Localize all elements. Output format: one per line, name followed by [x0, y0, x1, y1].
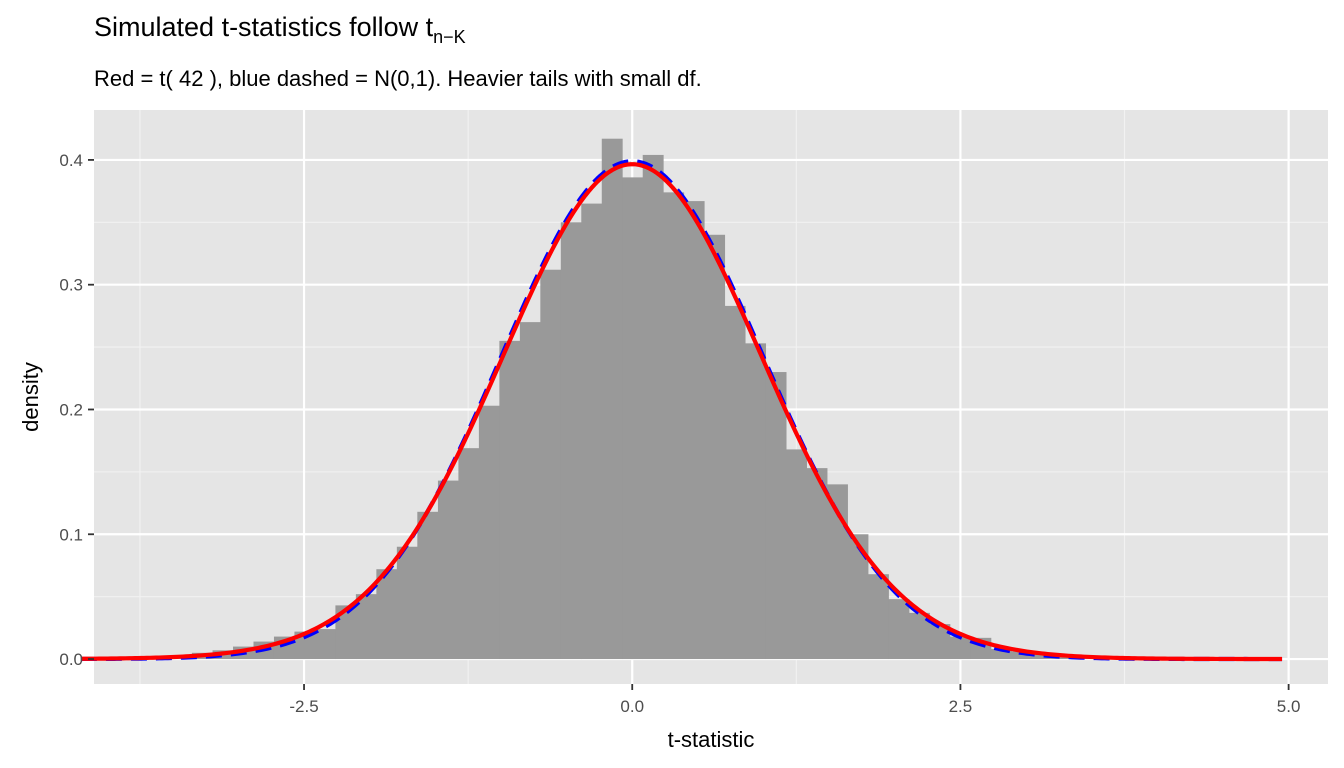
histogram-bar [949, 636, 971, 660]
histogram-bar [827, 484, 848, 660]
histogram-bar [908, 612, 930, 660]
x-tick-label: 0.0 [620, 697, 644, 716]
x-axis-title: t-statistic [668, 727, 755, 752]
histogram-bar [745, 343, 767, 660]
histogram-bar [888, 599, 910, 660]
histogram-bar [724, 305, 746, 660]
histogram-bar [519, 322, 541, 660]
chart-title: Simulated t-statistics follow tn−K [94, 12, 466, 48]
histogram-bar [663, 192, 685, 660]
histogram-bar [601, 138, 623, 660]
histogram-bar [867, 574, 889, 660]
histogram-bar [417, 511, 439, 660]
histogram-bar [683, 201, 705, 660]
y-tick-label: 0.0 [59, 650, 83, 669]
chart-title-subscript: n−K [433, 27, 466, 47]
histogram-bar [560, 222, 582, 660]
histogram-bar [499, 340, 521, 660]
t-density-curve [80, 162, 1283, 662]
histogram-bars [110, 138, 1279, 660]
x-tick-label: -2.5 [289, 697, 318, 716]
histogram-bar [847, 534, 869, 660]
histogram-bar [396, 546, 418, 660]
histogram-bar [376, 569, 398, 660]
histogram-bar [806, 468, 828, 660]
chart-title-text: Simulated t-statistics follow t [94, 12, 434, 42]
y-tick-label: 0.4 [59, 151, 83, 170]
x-axis: -2.5 0.0 2.5 5.0 [289, 684, 1300, 716]
y-tick-label: 0.1 [59, 525, 83, 544]
histogram-bar [437, 480, 459, 660]
histogram-bar [704, 234, 726, 660]
histogram-bar [335, 605, 357, 660]
histogram-bar [540, 269, 562, 660]
chart-subtitle: Red = t( 42 ), blue dashed = N(0,1). Hea… [94, 66, 702, 91]
x-tick-label: 2.5 [949, 697, 973, 716]
histogram-bar [990, 649, 1012, 660]
x-tick-label: 5.0 [1277, 697, 1301, 716]
histogram-bar [314, 629, 336, 660]
y-tick-label: 0.2 [59, 400, 83, 419]
histogram-bar [294, 631, 316, 660]
histogram-bar [355, 594, 377, 660]
histogram-bar [478, 405, 500, 660]
y-axis: 0.0 0.1 0.2 0.3 0.4 [59, 151, 94, 669]
histogram-bar [642, 154, 664, 660]
histogram-bar [581, 203, 603, 660]
y-axis-title: density [18, 362, 43, 432]
density-curves [80, 159, 1283, 662]
histogram-bar [1011, 651, 1033, 660]
histogram-bar [622, 177, 644, 660]
y-tick-label: 0.3 [59, 276, 83, 295]
histogram-bar [786, 449, 807, 660]
histogram-bar [458, 448, 480, 660]
histogram-bar [929, 624, 951, 660]
histogram-bar [765, 372, 787, 660]
histogram-bar [1031, 654, 1053, 660]
